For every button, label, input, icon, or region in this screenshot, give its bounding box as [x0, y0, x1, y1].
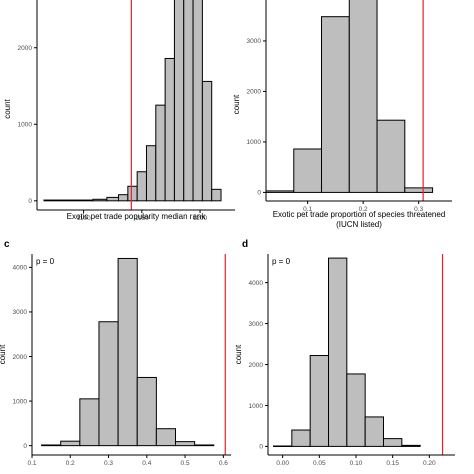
y-tick-label: 1000 [249, 403, 264, 410]
histogram-bar [155, 104, 166, 202]
y-axis-title: count [232, 94, 241, 114]
x-tick-label: 0.20 [423, 460, 436, 467]
y-tick-label: 3000 [249, 321, 264, 328]
histogram-bar [127, 185, 138, 202]
histogram-bars [41, 257, 215, 447]
panel-letter: d [242, 239, 248, 250]
histogram-bar [136, 171, 147, 202]
x-tick-label: 0.3 [414, 206, 423, 213]
histogram-bar [60, 440, 81, 447]
y-tick-label: 3000 [13, 309, 28, 316]
histogram-bar [43, 199, 94, 202]
histogram-bar [401, 444, 421, 447]
histogram-bar [211, 188, 222, 202]
x-tick-label: 0.1 [27, 460, 36, 467]
panel-letter: c [4, 239, 10, 250]
histogram-bar [155, 428, 177, 447]
y-tick-label: 1000 [247, 139, 262, 146]
y-tick-label: 2000 [249, 362, 264, 369]
x-tick-label: 0.2 [66, 460, 75, 467]
histogram-bar [364, 416, 384, 447]
x-axis-title: Exotic pet trade proportion of species t… [273, 210, 446, 219]
histogram-bar [348, 0, 378, 193]
histogram-bar [293, 148, 323, 193]
histogram-bar [173, 0, 185, 202]
x-tick-label: 0.10 [350, 460, 363, 467]
x-axis-title: Exotic pet trade popularity median rank [67, 212, 207, 221]
histogram-bar [117, 257, 138, 447]
histogram-bar [145, 145, 157, 202]
histogram-bar [79, 398, 100, 447]
histogram-bar [164, 57, 175, 202]
y-tick-label: 0 [28, 198, 32, 205]
histogram-bar [404, 187, 434, 193]
histogram-bars [273, 257, 421, 447]
histogram-bar [118, 194, 129, 202]
histogram-bar [192, 0, 203, 202]
histogram-bar [383, 438, 403, 447]
x-axis-title-line2: (IUCN listed) [336, 220, 382, 229]
histogram-bar [183, 0, 194, 202]
y-tick-label: 4000 [249, 280, 264, 287]
histogram-bar [41, 444, 62, 447]
histogram-bar [376, 119, 406, 193]
y-axis-title: count [3, 98, 12, 118]
y-tick-label: 4000 [13, 265, 28, 272]
y-axis-title: count [234, 344, 243, 364]
histogram-bar [273, 445, 293, 447]
panel-d: 0.00 0.05 0.10 0.15 0.20 0 1000 2000 3000 4000 cou… [234, 239, 455, 467]
histogram-bar [92, 198, 108, 202]
y-tick-label: 1000 [13, 398, 28, 405]
panel-a: 1100 1150 1200 0 1000 2000 Exotic pet trade po… [3, 0, 235, 222]
x-tick-label: 0.00 [276, 460, 289, 467]
histogram-bars [43, 0, 222, 202]
x-tick-label: 0.6 [219, 460, 228, 467]
p-value-annotation: p = 0 [36, 257, 55, 266]
y-tick-label: 1000 [18, 122, 33, 129]
x-tick-label: 0.15 [386, 460, 399, 467]
y-axis-title: count [0, 344, 7, 364]
p-value-annotation: p = 0 [272, 257, 291, 266]
histogram-bar [201, 80, 213, 202]
histogram-bar [98, 321, 119, 447]
histogram-bar [309, 355, 329, 447]
x-tick-label: 0.05 [313, 460, 326, 467]
histogram-bar [106, 196, 120, 202]
y-tick-label: 3000 [247, 38, 262, 45]
x-tick-label: 0.2 [359, 206, 368, 213]
histogram-bar [265, 190, 295, 193]
histogram-bar [328, 257, 348, 447]
y-tick-label: 2000 [247, 89, 262, 96]
histogram-bar [346, 373, 366, 447]
histogram-bar [321, 16, 350, 193]
histogram-bar [136, 376, 157, 447]
y-tick-label: 0 [259, 444, 263, 451]
panel-c: 0.1 0.2 0.3 0.4 0.5 0.6 0 1000 2000 3000 4000 count… [0, 239, 231, 467]
histogram-bar [194, 444, 215, 447]
x-tick-label: 0.4 [142, 460, 151, 467]
y-tick-label: 0 [257, 190, 261, 197]
x-tick-label: 1150 [135, 215, 149, 222]
histogram-bars [265, 0, 434, 193]
x-tick-label: 0.1 [303, 206, 312, 213]
y-tick-label: 2000 [18, 45, 33, 52]
y-tick-label: 2000 [13, 354, 28, 361]
histogram-bar [175, 441, 196, 447]
panel-b: 0.1 0.2 0.3 0 1000 2000 3000 Exotic pet trade p… [232, 0, 452, 229]
y-tick-label: 0 [23, 443, 27, 450]
x-tick-label: 1200 [193, 215, 208, 222]
histogram-bar [291, 429, 311, 447]
x-tick-label: 0.5 [181, 460, 190, 467]
x-tick-label: 0.3 [104, 460, 113, 467]
x-tick-label: 1100 [77, 215, 91, 222]
